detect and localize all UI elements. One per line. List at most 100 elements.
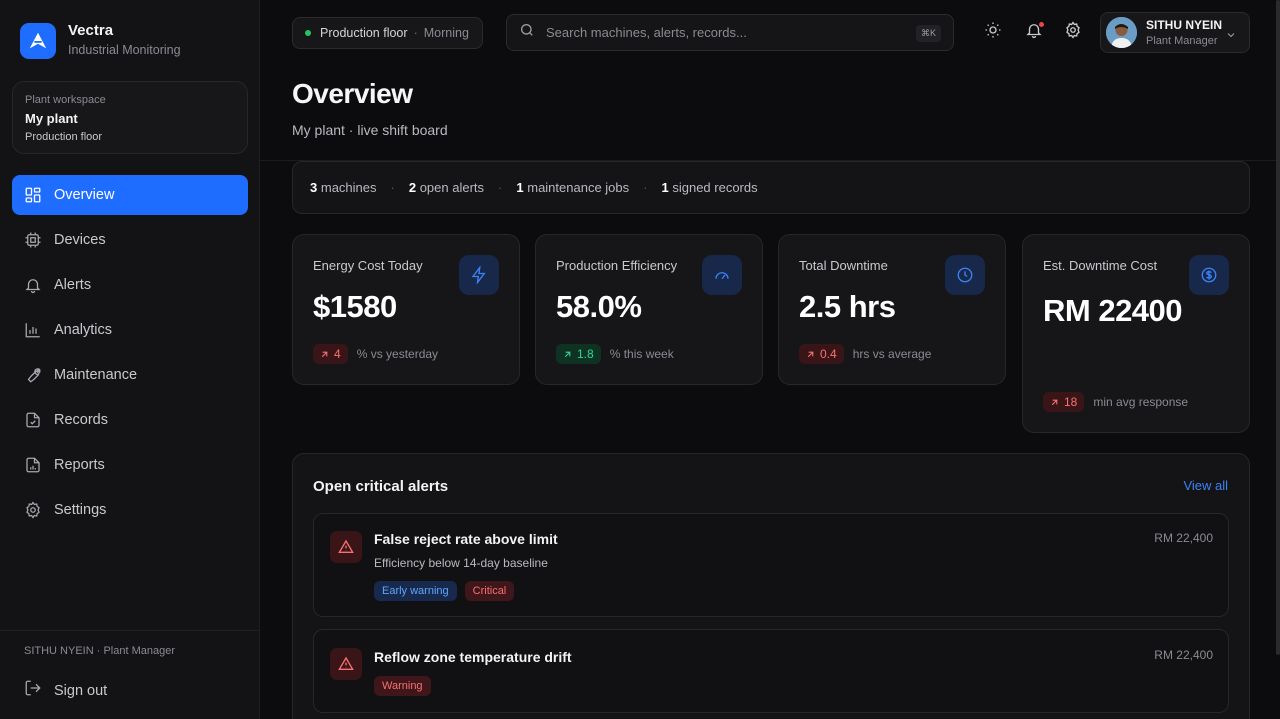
sidebar-item-records[interactable]: Records — [12, 400, 248, 440]
alert-title: Reflow zone temperature drift — [374, 649, 572, 665]
grid-icon — [24, 186, 42, 204]
clock-icon — [945, 255, 985, 295]
arrow-up-right-icon — [807, 351, 814, 357]
kpi-card-energy-cost[interactable]: Energy Cost Today $1580 4 % vs yesterday — [292, 234, 520, 385]
kpi-note: min avg response — [1093, 395, 1189, 409]
chip-icon — [24, 231, 42, 249]
sidebar-item-analytics[interactable]: Analytics — [12, 310, 248, 350]
brand-name: Vectra — [68, 22, 114, 39]
sidebar-item-label: Maintenance — [54, 367, 138, 383]
sign-out-icon — [24, 679, 42, 702]
separator: · — [413, 26, 418, 40]
kpi-value: 2.5 hrs — [799, 289, 896, 324]
workspace-label: Plant workspace — [25, 94, 106, 106]
sidebar: Vectra Industrial Monitoring Plant works… — [0, 0, 260, 719]
arrow-up-right-icon — [1051, 399, 1058, 405]
delta-badge: 0.4 — [799, 344, 844, 364]
alert-item[interactable]: False reject rate above limit Efficiency… — [313, 513, 1229, 617]
tag-early-warning: Early warning — [374, 581, 457, 601]
stat-signed-records[interactable]: 1 signed records — [661, 180, 758, 195]
report-icon — [24, 456, 42, 474]
sidebar-item-reports[interactable]: Reports — [12, 445, 248, 485]
kpi-value: 58.0% — [556, 289, 642, 324]
stat-machines[interactable]: 3 machines — [310, 180, 377, 195]
stat-open-alerts[interactable]: 2 open alerts — [408, 180, 485, 195]
sidebar-item-label: Records — [54, 412, 108, 428]
sidebar-item-label: Alerts — [54, 277, 92, 293]
sign-out-label: Sign out — [54, 682, 108, 699]
separator: · — [643, 180, 648, 195]
arrow-up-right-icon — [321, 351, 328, 357]
alert-description: Efficiency below 14-day baseline — [374, 556, 548, 570]
alert-cost: RM 22,400 — [1154, 648, 1213, 662]
notifications-button[interactable] — [1022, 20, 1046, 44]
kpi-value: $1580 — [313, 289, 397, 324]
delta-badge: 4 — [313, 344, 348, 364]
avatar — [1106, 17, 1137, 48]
sidebar-nav: Overview Devices Alerts Analytics Mainte… — [12, 175, 248, 535]
search-icon — [519, 22, 535, 43]
status-dot-icon — [305, 30, 311, 36]
shift-location: Production floor — [320, 26, 408, 40]
sidebar-item-label: Reports — [54, 457, 105, 473]
sidebar-item-label: Devices — [54, 232, 106, 248]
kpi-label: Production Efficiency — [556, 258, 678, 273]
delta-badge: 18 — [1043, 392, 1085, 412]
sidebar-item-devices[interactable]: Devices — [12, 220, 248, 260]
gear-icon — [24, 501, 42, 519]
search-bar[interactable]: ⌘K — [506, 14, 954, 51]
user-menu[interactable]: SITHU NYEIN Plant Manager — [1100, 12, 1250, 53]
workspace-card[interactable]: Plant workspace My plant Production floo… — [12, 81, 248, 154]
notification-badge — [1038, 21, 1045, 28]
panel-title: Open critical alerts — [313, 478, 449, 495]
search-shortcut-hint: ⌘K — [915, 25, 941, 42]
kpi-note: % this week — [609, 347, 674, 361]
alert-title: False reject rate above limit — [374, 531, 558, 547]
alert-cost: RM 22,400 — [1154, 531, 1213, 545]
view-all-link[interactable]: View all — [1183, 478, 1228, 493]
tag-critical: Critical — [464, 581, 515, 601]
bar-chart-icon — [24, 321, 42, 339]
scrollbar[interactable] — [1276, 0, 1280, 655]
settings-button[interactable] — [1061, 20, 1085, 44]
brand[interactable]: Vectra Industrial Monitoring — [20, 22, 181, 59]
kpi-card-production-efficiency[interactable]: Production Efficiency 58.0% 1.8 % this w… — [535, 234, 763, 385]
sidebar-user-info: SITHU NYEIN · Plant Manager — [24, 645, 175, 657]
sidebar-item-settings[interactable]: Settings — [12, 490, 248, 530]
search-input[interactable] — [546, 25, 896, 40]
shift-selector[interactable]: Production floor · Morning — [292, 17, 483, 49]
user-role: Plant Manager — [1146, 34, 1218, 47]
warning-triangle-icon — [330, 531, 362, 563]
wrench-icon — [24, 366, 42, 384]
alert-item[interactable]: Reflow zone temperature drift RM 22,400 … — [313, 629, 1229, 713]
kpi-label: Est. Downtime Cost — [1043, 258, 1158, 273]
gauge-icon — [702, 255, 742, 295]
kpi-value: RM 22400 — [1043, 293, 1183, 328]
sidebar-item-maintenance[interactable]: Maintenance — [12, 355, 248, 395]
file-check-icon — [24, 411, 42, 429]
page-title: Overview — [292, 78, 413, 109]
critical-alerts-panel: Open critical alerts View all False reje… — [292, 453, 1250, 719]
gear-icon — [1064, 20, 1082, 44]
sign-out-button[interactable]: Sign out — [24, 679, 107, 702]
summary-stats-bar: 3 machines · 2 open alerts · 1 maintenan… — [292, 161, 1250, 214]
kpi-card-total-downtime[interactable]: Total Downtime 2.5 hrs 0.4 hrs vs averag… — [778, 234, 1006, 385]
kpi-note: hrs vs average — [852, 347, 932, 361]
arrow-up-right-icon — [564, 351, 571, 357]
lightning-icon — [459, 255, 499, 295]
stat-maintenance-jobs[interactable]: 1 maintenance jobs — [516, 180, 630, 195]
sidebar-item-label: Overview — [54, 187, 115, 203]
sidebar-footer: SITHU NYEIN · Plant Manager Sign out — [0, 630, 260, 699]
bell-icon — [24, 276, 42, 294]
chevron-down-icon — [1225, 28, 1237, 46]
sidebar-item-overview[interactable]: Overview — [12, 175, 248, 215]
kpi-card-downtime-cost[interactable]: Est. Downtime Cost RM 22400 18 min avg r… — [1022, 234, 1250, 433]
kpi-label: Energy Cost Today — [313, 258, 423, 273]
sidebar-item-alerts[interactable]: Alerts — [12, 265, 248, 305]
user-name: SITHU NYEIN — [1146, 17, 1223, 32]
sidebar-item-label: Analytics — [54, 322, 113, 338]
brand-subtitle: Industrial Monitoring — [68, 43, 181, 57]
separator: · — [498, 180, 503, 195]
shift-period: Morning — [423, 26, 469, 40]
theme-toggle-button[interactable] — [981, 20, 1005, 44]
